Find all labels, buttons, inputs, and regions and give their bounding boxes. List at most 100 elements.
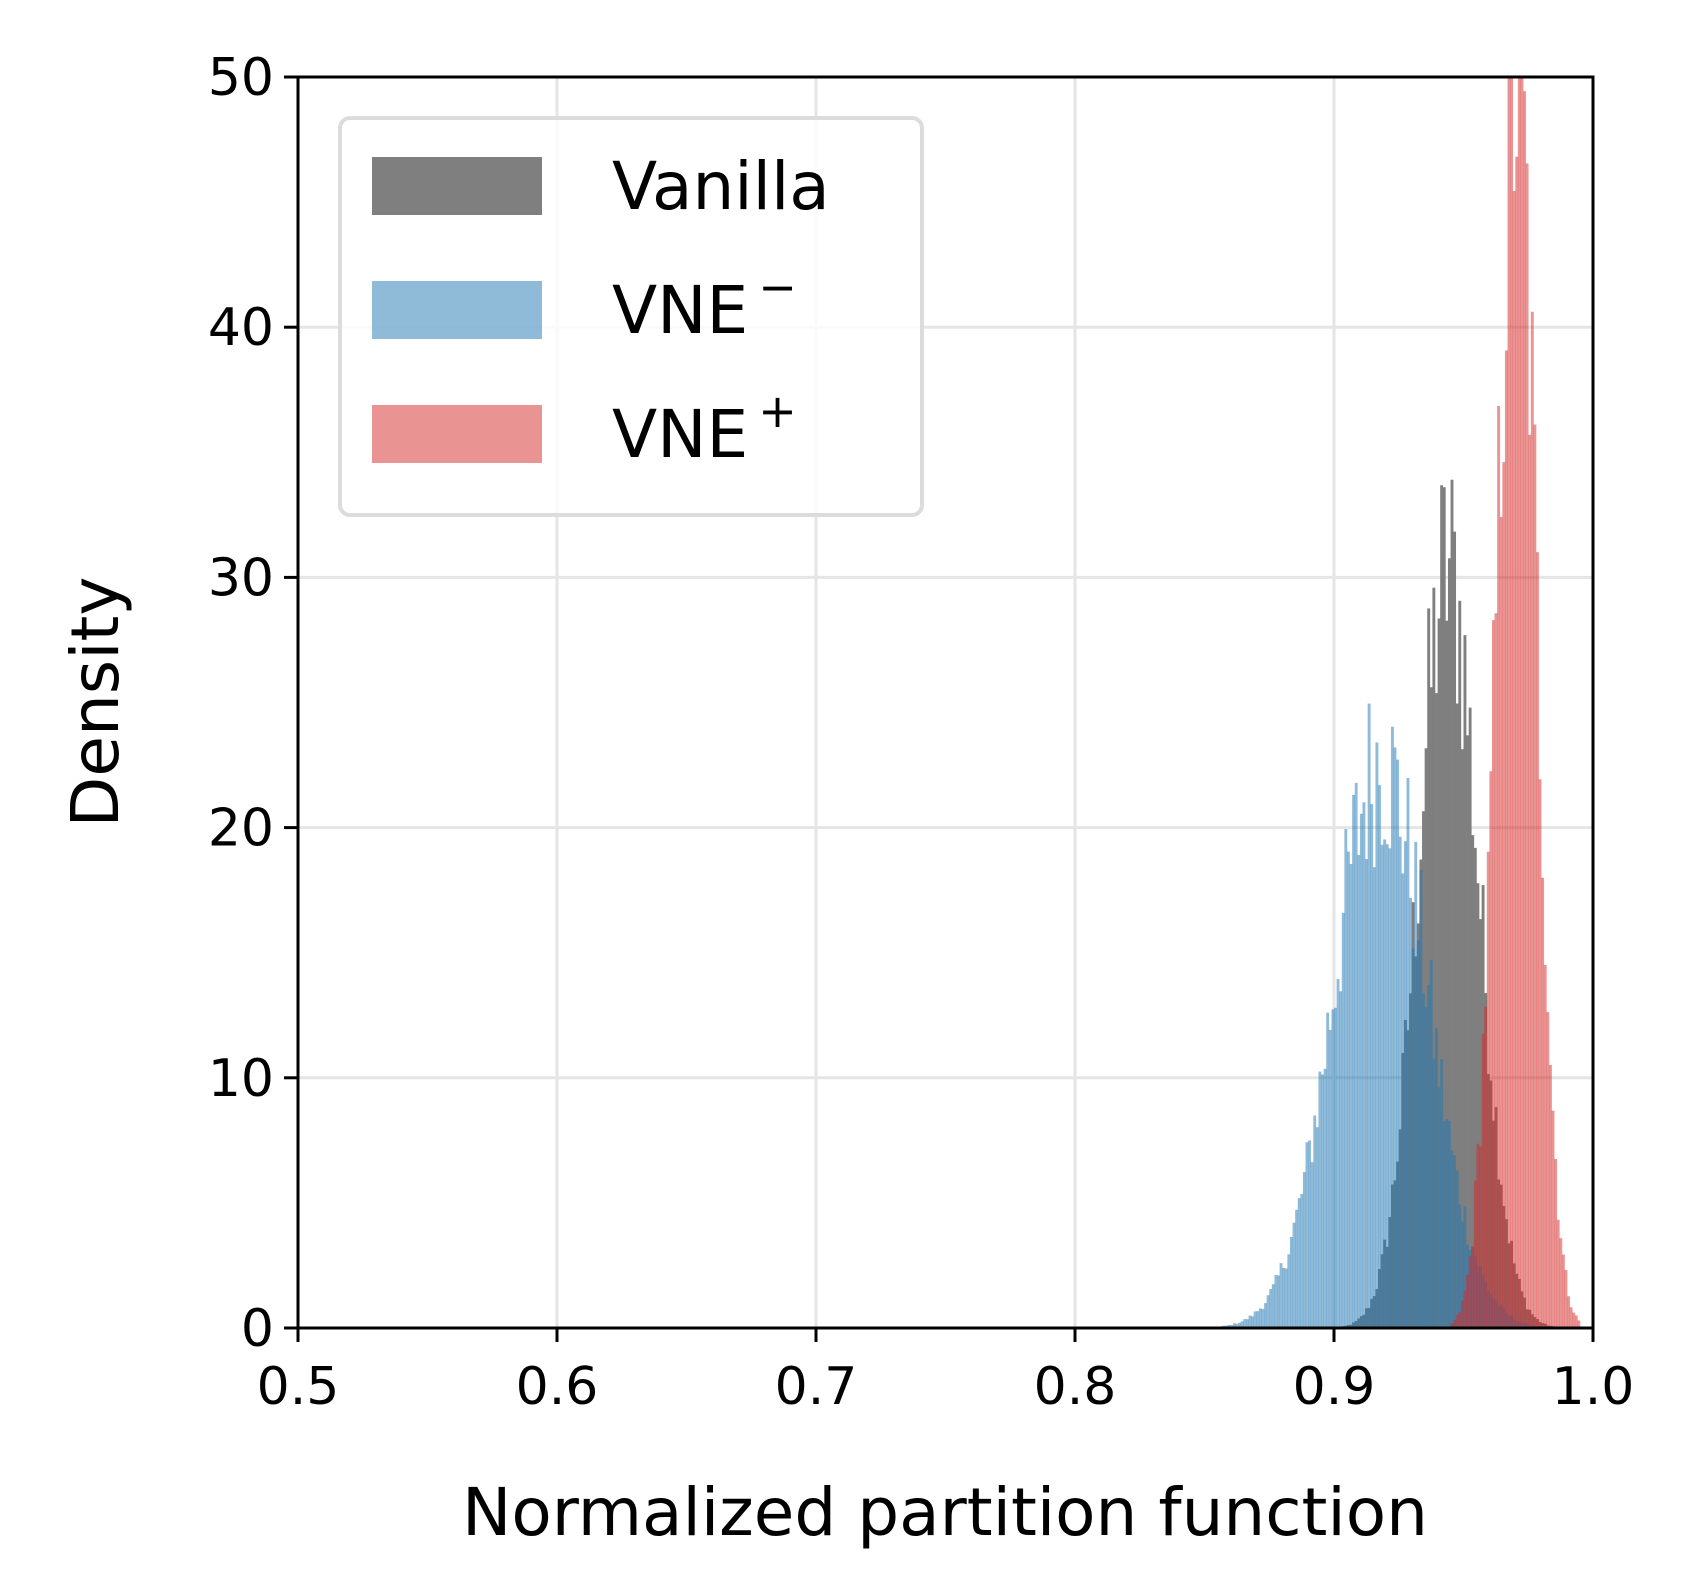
- histogram-bar: [1440, 485, 1444, 1328]
- histogram-bar: [1378, 785, 1381, 1328]
- histogram-bar: [1279, 1263, 1283, 1328]
- histogram-bar: [1427, 608, 1431, 1328]
- histogram-bar: [1574, 1315, 1578, 1328]
- histogram-bar: [1289, 1236, 1293, 1328]
- histogram-bar: [1458, 1204, 1462, 1328]
- histogram-bar: [1354, 782, 1358, 1328]
- legend-label: VNE +: [612, 384, 797, 473]
- histogram-bar: [1525, 163, 1529, 1329]
- histogram-bar: [1359, 813, 1363, 1328]
- y-tick-label: 40: [208, 298, 274, 358]
- histogram-bar: [1341, 912, 1345, 1328]
- histogram-bar: [1323, 1068, 1327, 1328]
- histogram-bar: [1463, 1206, 1467, 1328]
- x-tick-label: 0.6: [516, 1357, 599, 1417]
- histogram-bar: [1577, 1320, 1581, 1328]
- histogram-bar: [1548, 1065, 1552, 1328]
- histogram-bar: [1328, 1029, 1332, 1328]
- x-tick-label: 0.5: [257, 1357, 340, 1417]
- histogram-bar: [1497, 405, 1501, 1328]
- histogram-bar: [1318, 1071, 1322, 1328]
- histogram-bar: [1512, 191, 1516, 1329]
- histogram-bar: [1460, 1221, 1464, 1328]
- histogram-bar: [1453, 1155, 1457, 1328]
- histogram-bar: [1432, 1058, 1436, 1328]
- histogram-bar: [1409, 897, 1412, 1328]
- histogram-bar: [1543, 965, 1547, 1328]
- legend-label: Vanilla: [612, 148, 830, 225]
- histogram-bar: [1339, 991, 1343, 1328]
- histogram-bar: [1450, 1150, 1454, 1328]
- histogram-bar: [1370, 804, 1374, 1328]
- histogram-bar: [1517, 77, 1521, 1328]
- histogram-bar: [1476, 883, 1480, 1328]
- histogram-bar: [1287, 1254, 1291, 1328]
- histogram-bar: [1424, 1007, 1428, 1328]
- histogram-bar: [1375, 742, 1379, 1328]
- histogram-bar: [1251, 1316, 1255, 1328]
- histogram-bar: [1445, 620, 1449, 1328]
- legend-swatch: [372, 405, 542, 463]
- histogram-bar: [1429, 959, 1433, 1328]
- histogram-bar: [1336, 979, 1340, 1328]
- histogram-bar: [1435, 693, 1438, 1328]
- histogram-bar: [1463, 635, 1467, 1328]
- histogram-bar: [1556, 1219, 1560, 1328]
- histogram-bar: [1274, 1274, 1278, 1328]
- histogram-bar: [1468, 707, 1472, 1328]
- histogram-bar: [1245, 1319, 1249, 1328]
- histogram-bar: [1479, 1146, 1482, 1328]
- histogram-bar: [1455, 1315, 1459, 1328]
- histogram-bar: [1442, 487, 1446, 1328]
- histogram-bars: [1217, 77, 1581, 1329]
- histogram-bar: [1365, 859, 1368, 1328]
- y-tick-label: 10: [208, 1049, 274, 1109]
- histogram-bar: [1367, 703, 1371, 1328]
- histogram-bar: [1437, 1087, 1441, 1328]
- histogram-bar: [1445, 1118, 1449, 1328]
- legend: Vanilla VNE − VNE +: [338, 116, 924, 517]
- histogram-bar: [1310, 1162, 1314, 1328]
- histogram-bar: [1523, 91, 1526, 1329]
- histogram-bar: [1476, 1143, 1480, 1328]
- histogram-bar: [1305, 1142, 1309, 1328]
- y-tick-label: 0: [241, 1299, 274, 1359]
- histogram-bar: [1372, 867, 1376, 1328]
- histogram-bar: [1468, 1256, 1472, 1328]
- histogram-bar: [1536, 552, 1539, 1328]
- histogram-bar: [1396, 759, 1400, 1328]
- histogram-bar: [1471, 835, 1475, 1328]
- histogram-bar: [1551, 1110, 1555, 1328]
- histogram-bar: [1232, 1323, 1236, 1328]
- x-tick-label: 0.7: [775, 1357, 858, 1417]
- histogram-bar: [1295, 1209, 1299, 1328]
- x-tick-label: 0.9: [1293, 1357, 1376, 1417]
- histogram-bar: [1344, 829, 1348, 1328]
- histogram-bar: [1411, 948, 1415, 1328]
- histogram-bar: [1321, 1074, 1324, 1328]
- histogram-bar: [1266, 1295, 1270, 1328]
- histogram-bar: [1520, 77, 1524, 1328]
- histogram-bar: [1460, 1300, 1464, 1328]
- histogram-bar: [1499, 517, 1503, 1328]
- histogram-bar: [1284, 1268, 1288, 1328]
- histogram-bar: [1442, 1121, 1446, 1328]
- histogram-bar: [1554, 1159, 1558, 1328]
- histogram-bar: [1346, 851, 1350, 1328]
- histogram-bar: [1416, 940, 1420, 1328]
- histogram-bar: [1248, 1315, 1252, 1328]
- histogram-bar: [1530, 311, 1534, 1329]
- plot-frame: [296, 75, 1595, 1330]
- histogram-bar: [1388, 848, 1392, 1328]
- histogram-bar: [1546, 1012, 1550, 1328]
- histogram-bar: [1491, 620, 1495, 1328]
- histogram-bar: [1258, 1308, 1262, 1328]
- histogram-bar: [1564, 1270, 1568, 1328]
- histogram-bar: [1486, 851, 1490, 1328]
- histogram-bar: [1432, 587, 1436, 1328]
- series-vne-plus: [1450, 77, 1581, 1329]
- histogram-bar: [1403, 841, 1407, 1328]
- y-tick-label: 30: [208, 548, 274, 608]
- histogram-bar: [1572, 1312, 1576, 1328]
- histogram-bar: [1440, 1059, 1444, 1328]
